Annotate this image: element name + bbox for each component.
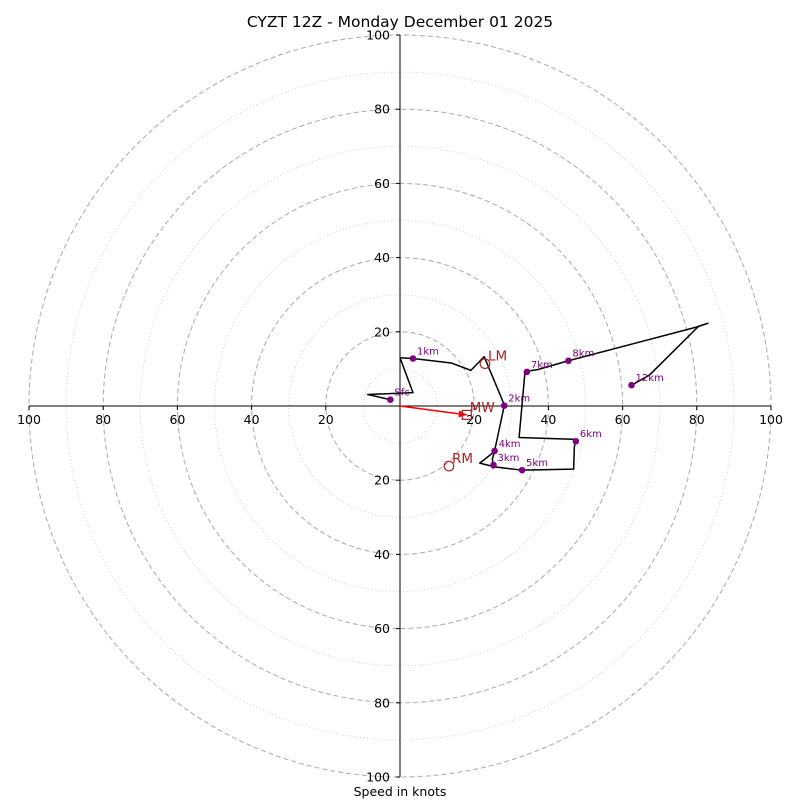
motion-label-LM: LM	[488, 349, 507, 365]
x-tick-label: 40	[244, 412, 260, 427]
y-tick-label: 40	[374, 547, 390, 562]
height-label-2km: 2km	[508, 394, 530, 405]
hodograph-traces	[366, 322, 709, 471]
motion-marker-LM	[479, 358, 491, 370]
x-tick-label: 80	[689, 412, 705, 427]
height-label-4km: 4km	[499, 439, 521, 450]
height-marker-1km	[409, 355, 417, 362]
motion-marker-MW	[461, 409, 472, 421]
y-tick-label: 20	[374, 324, 390, 339]
height-marker-Sfc	[387, 396, 394, 403]
y-tick-label: 100	[366, 770, 390, 785]
motion-label-RM: RM	[452, 451, 473, 467]
height-marker-5km	[518, 466, 526, 474]
height-marker-3km	[490, 461, 497, 469]
x-tick-label: 80	[95, 412, 111, 427]
x-tick-label: 100	[17, 412, 41, 427]
y-tick-label: 60	[374, 176, 390, 191]
x-tick-label: 60	[169, 412, 185, 427]
height-marker-4km	[491, 447, 498, 455]
y-tick-label: 60	[374, 621, 390, 636]
height-label-7km: 7km	[531, 360, 553, 371]
height-marker-7km	[523, 368, 531, 376]
y-tick-label: 20	[374, 473, 390, 488]
storm-motion-vector	[399, 405, 467, 418]
height-marker-8km	[565, 357, 572, 365]
x-tick-label: 60	[615, 412, 631, 427]
height-label-12km: 12km	[636, 373, 664, 384]
height-label-8km: 8km	[572, 349, 594, 360]
motion-marker-RM	[443, 460, 455, 472]
hodograph-trace	[399, 322, 709, 471]
storm-motion-line	[399, 405, 467, 416]
x-tick-label: 40	[540, 412, 556, 427]
x-tick-label: 20	[466, 412, 482, 427]
hodograph-low-level-trace	[366, 357, 414, 401]
height-label-3km: 3km	[497, 453, 519, 464]
height-label-Sfc: Sfc	[394, 388, 409, 399]
height-marker-12km	[628, 381, 635, 389]
height-marker-2km	[500, 402, 508, 409]
x-axis-label: Speed in knots	[354, 784, 447, 799]
y-tick-label: 100	[366, 28, 390, 43]
height-marker-6km	[572, 437, 580, 445]
axis-ticks: 100 80 60 40 20 20 40 60 80 100 100 80 60 40 20 20 40 60 8…	[17, 28, 783, 785]
x-tick-label: 100	[759, 412, 783, 427]
hodograph-markers: Sfc 1km 2km 3km 4km 5km 6km 7km 8km 12km LM RM MW	[387, 347, 664, 474]
y-tick-label: 80	[374, 695, 390, 710]
height-label-1km: 1km	[417, 347, 439, 358]
y-tick-label: 80	[374, 102, 390, 117]
height-label-6km: 6km	[580, 429, 602, 440]
motion-label-MW: MW	[470, 400, 495, 416]
chart-title: CYZT 12Z - Monday December 01 2025	[247, 13, 553, 31]
y-tick-label: 40	[374, 250, 390, 265]
x-tick-label: 20	[318, 412, 334, 427]
height-label-5km: 5km	[526, 458, 548, 469]
